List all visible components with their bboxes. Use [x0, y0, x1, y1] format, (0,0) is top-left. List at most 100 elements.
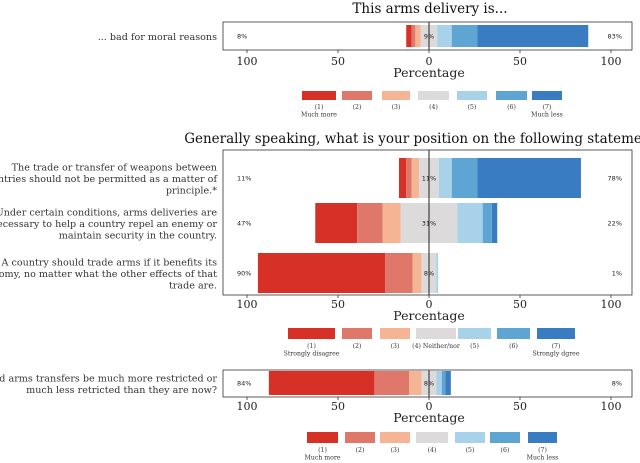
plot-frame	[222, 369, 633, 398]
legend-label: (2)	[353, 343, 362, 350]
x-tick-label: 50	[331, 298, 345, 311]
legend-label: (2)	[356, 447, 365, 454]
legend-label: (3)	[391, 343, 400, 350]
legend-swatch	[490, 432, 520, 443]
category-label: The trade or transfer of weapons between…	[0, 163, 218, 197]
legend-label: (5)	[468, 104, 477, 111]
bar-segment	[445, 371, 451, 395]
bar-segment	[457, 203, 483, 243]
legend-swatch	[418, 91, 449, 100]
category-label-line: ... bad for moral reasons	[98, 32, 217, 43]
legend-label-line: (3)	[391, 343, 400, 350]
right-percent-label: 83%	[608, 33, 622, 41]
category-label: ... bad for moral reasons	[98, 32, 217, 43]
legend-label: (6)	[501, 447, 510, 454]
bar-segment	[451, 25, 478, 47]
legend-swatch	[342, 91, 372, 100]
category-label-line: economy, no matter what the other effect…	[0, 269, 217, 280]
bar-segment	[315, 203, 358, 243]
legend: (1) Much more (2) (3) (4) (5) (6) (7) Much less	[301, 91, 563, 119]
bar-segment	[411, 158, 419, 198]
legend: (1) Strongly disagree (2) (3) (4) Neither/no…	[284, 328, 580, 358]
bar-segment	[436, 371, 442, 395]
legend-swatch	[380, 328, 410, 339]
legend-swatch	[458, 328, 491, 339]
x-tick-label: 0	[426, 298, 433, 311]
chart-panel-1: This arms delivery is... ... bad for mora…	[98, 1, 633, 119]
bar-segment	[385, 253, 413, 293]
plot-frame	[222, 149, 633, 296]
legend-label-line: (7)	[543, 104, 552, 111]
legend-swatch	[345, 432, 375, 443]
legend-label-line: (6)	[509, 343, 518, 350]
bar-segment	[382, 203, 401, 243]
left-percent-label: 47%	[237, 220, 251, 228]
legend-label: (1) Strongly disagree	[284, 343, 340, 358]
legend-label: (4)	[428, 447, 437, 454]
left-percent-label: 11%	[237, 175, 251, 183]
legend-label-line: (2)	[356, 447, 365, 454]
bar-segment	[374, 371, 409, 395]
x-tick-label: 100	[237, 55, 258, 68]
legend-label-line: (5)	[468, 104, 477, 111]
category-label-line: The trade or transfer of weapons between	[12, 163, 217, 174]
legend-label-line: (6)	[501, 447, 510, 454]
category-label-line: principle.*	[166, 186, 217, 197]
x-tick-label: 50	[331, 55, 345, 68]
bar-segment	[437, 25, 452, 47]
bar-segment	[482, 203, 492, 243]
bar-segment	[491, 203, 498, 243]
x-tick-label: 50	[513, 400, 527, 413]
bar-segment	[415, 25, 421, 47]
x-tick-label: 100	[237, 400, 258, 413]
legend-label: (2)	[353, 104, 362, 111]
legend-label-line: (7)	[538, 447, 547, 454]
legend-label: (1) Much more	[301, 104, 337, 119]
bar-segment	[406, 25, 412, 47]
chart-title: This arms delivery is...	[352, 1, 507, 17]
bar-segment	[257, 253, 386, 293]
right-percent-label: 78%	[608, 175, 622, 183]
legend-label-line: (5)	[470, 343, 479, 350]
legend-label: (5)	[470, 343, 479, 350]
legend-label-line: (7)	[552, 343, 561, 350]
legend-label: (3)	[391, 447, 400, 454]
category-label-line: A country should trade arms if it benefi…	[0, 258, 217, 269]
legend-label-line: Strongly dgree	[533, 351, 580, 358]
legend-label-line: (1)	[318, 447, 327, 454]
x-tick-label: 100	[601, 55, 622, 68]
x-tick-label: 100	[601, 400, 622, 413]
legend-swatch	[382, 91, 410, 100]
category-label-line: Should arms transfers be much more restr…	[0, 373, 217, 384]
legend-swatch	[302, 91, 336, 100]
bar-segment	[412, 253, 422, 293]
legend-label: (4) Neither/nor	[412, 343, 460, 350]
bar-segment	[406, 158, 412, 198]
chart-title: Generally speaking, what is your positio…	[184, 131, 640, 147]
bar-segment	[408, 371, 422, 395]
bar-segment	[357, 203, 383, 243]
legend: (1) Much more (2) (3) (4) (5) (6) (7) Much less	[305, 432, 559, 462]
right-percent-label: 22%	[608, 220, 622, 228]
legend-swatch	[455, 432, 485, 443]
legend-swatch	[528, 432, 557, 443]
legend-label: (3)	[392, 104, 401, 111]
legend-label: (1) Much more	[305, 447, 341, 462]
x-tick-label: 50	[513, 55, 527, 68]
category-label-line: necessary to help a country repel an ene…	[0, 219, 217, 230]
legend-swatch	[288, 328, 335, 339]
left-percent-label: 84%	[237, 380, 251, 388]
legend-label: (7) Much less	[527, 447, 559, 462]
chart-panel-2: Generally speaking, what is your positio…	[0, 131, 640, 358]
bar-segment	[439, 158, 452, 198]
bar-segment	[268, 371, 375, 395]
bar-segment	[411, 25, 416, 47]
legend-swatch	[342, 328, 372, 339]
legend-label-line: (6)	[507, 104, 516, 111]
legend-label-line: (2)	[353, 104, 362, 111]
x-axis-label: Percentage	[393, 65, 465, 80]
category-label-line: Under certain conditions, arms deliverie…	[0, 208, 217, 219]
legend-label-line: (3)	[392, 104, 401, 111]
x-tick-label: 0	[426, 400, 433, 413]
